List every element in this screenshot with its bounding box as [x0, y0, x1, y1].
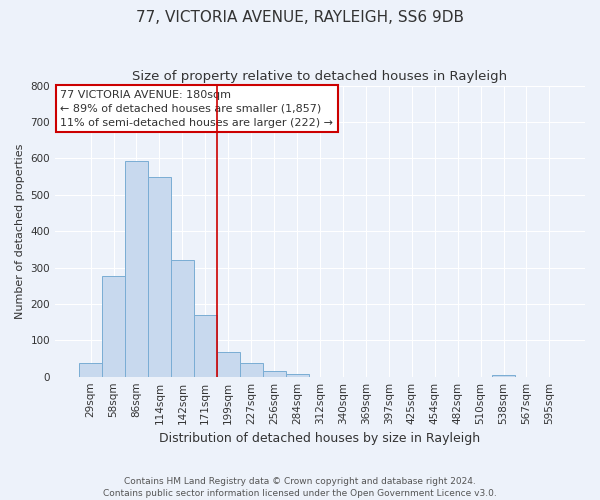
- Bar: [263, 371, 286, 376]
- Bar: [171, 260, 194, 376]
- Bar: [148, 176, 171, 376]
- Bar: [79, 363, 102, 376]
- Bar: [125, 161, 148, 376]
- Text: 77, VICTORIA AVENUE, RAYLEIGH, SS6 9DB: 77, VICTORIA AVENUE, RAYLEIGH, SS6 9DB: [136, 10, 464, 25]
- Bar: [492, 375, 515, 376]
- Bar: [286, 374, 308, 376]
- Bar: [240, 363, 263, 376]
- Text: Contains HM Land Registry data © Crown copyright and database right 2024.
Contai: Contains HM Land Registry data © Crown c…: [103, 476, 497, 498]
- Bar: [194, 315, 217, 376]
- Text: 77 VICTORIA AVENUE: 180sqm
← 89% of detached houses are smaller (1,857)
11% of s: 77 VICTORIA AVENUE: 180sqm ← 89% of deta…: [61, 90, 334, 128]
- Title: Size of property relative to detached houses in Rayleigh: Size of property relative to detached ho…: [133, 70, 508, 83]
- Y-axis label: Number of detached properties: Number of detached properties: [15, 144, 25, 319]
- Bar: [217, 352, 240, 376]
- X-axis label: Distribution of detached houses by size in Rayleigh: Distribution of detached houses by size …: [160, 432, 481, 445]
- Bar: [102, 276, 125, 376]
